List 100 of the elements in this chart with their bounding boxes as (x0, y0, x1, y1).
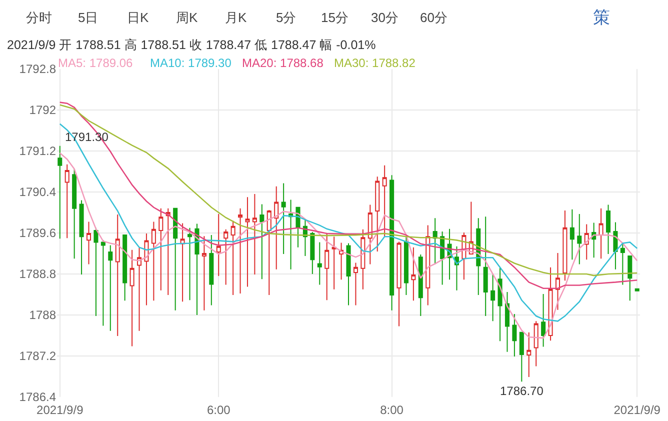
candlestick (158, 208, 164, 291)
candlestick (64, 164, 70, 239)
candlestick (224, 228, 228, 286)
candlestick (72, 168, 77, 260)
chart-subtitle: 2021/9/9 开 1788.51 高 1788.51 收 1788.47 低 1788.47 幅 -0.01% (7, 37, 376, 52)
candlestick (519, 332, 524, 382)
candlestick (360, 228, 366, 290)
x-tick-label: 2021/9/9 (614, 403, 661, 417)
candlestick (562, 210, 568, 282)
text: 15分 (321, 10, 348, 25)
annotation: 1786.70 (500, 384, 544, 398)
candlestick (288, 199, 294, 270)
candlestick (79, 200, 84, 276)
candlestick (166, 208, 170, 296)
candlestick (266, 209, 272, 296)
candlestick (86, 221, 92, 265)
text: 周K (176, 10, 198, 25)
candlestick (498, 266, 502, 342)
y-tick-label: 1792 (29, 103, 56, 118)
candlestick (404, 236, 408, 296)
y-tick-label: 1787.2 (19, 349, 56, 364)
candlestick (58, 145, 62, 240)
candlestick (108, 244, 113, 332)
candlestick (570, 208, 574, 260)
candlestick (375, 176, 380, 252)
candlestick (130, 249, 134, 347)
candlestick (577, 214, 582, 265)
candlestick (418, 254, 423, 317)
line-series (59, 123, 638, 322)
candlestick (526, 332, 532, 378)
candlestick (144, 233, 149, 306)
candlestick (151, 221, 156, 302)
text: MA10: 1789.30 (150, 56, 232, 70)
candlestick (382, 164, 387, 238)
candlestick (620, 242, 625, 286)
candlestick (440, 230, 445, 286)
text: 月K (225, 10, 247, 25)
text: 5日 (78, 10, 98, 25)
text: 策 (593, 8, 610, 27)
candlestick (512, 313, 517, 358)
candlestick (541, 293, 546, 348)
candlestick (281, 182, 286, 255)
candlestick (187, 227, 192, 301)
candlestick (606, 204, 611, 255)
candlestick (332, 236, 336, 290)
candlestick (274, 186, 279, 270)
candlestick (346, 242, 351, 306)
x-tick-label: 2021/9/9 (36, 403, 84, 417)
candlestick (592, 222, 596, 258)
text: 日K (127, 10, 149, 25)
candlestick (173, 207, 178, 311)
text: 5分 (276, 10, 296, 25)
line-series (59, 152, 638, 339)
candlestick (426, 224, 430, 306)
candlestick (534, 320, 538, 367)
candlestick (368, 204, 372, 265)
y-tick-label: 1789.6 (19, 226, 56, 240)
y-tick-label: 1791.2 (19, 144, 56, 158)
candlestick (216, 214, 221, 277)
candlestick (202, 236, 206, 311)
candlestick (504, 291, 510, 352)
candlestick (252, 194, 257, 276)
x-tick-label: 6:00 (206, 403, 231, 417)
candlestick (310, 231, 315, 274)
y-tick-label: 1788.8 (19, 267, 56, 282)
text: 60分 (420, 10, 448, 25)
x-tick-label: 8:00 (380, 403, 404, 417)
candlestick (411, 246, 416, 302)
candlestick (555, 252, 560, 310)
y-tick-label: 1790.4 (19, 185, 56, 200)
text: 30分 (371, 10, 398, 25)
candlestick (396, 241, 402, 327)
candlestick (483, 216, 488, 317)
candlestick (209, 234, 214, 306)
candlestick (180, 222, 185, 302)
y-tick-label: 1786.4 (19, 390, 56, 404)
candlestick (115, 214, 120, 337)
candlestick (613, 222, 618, 270)
candlestick (136, 247, 142, 332)
candlestick (100, 240, 106, 326)
candlestick (628, 256, 632, 302)
text: MA5: 1789.06 (58, 56, 134, 70)
candlestick (245, 196, 250, 288)
candlestick (634, 288, 640, 292)
candlestick (324, 234, 330, 301)
text: MA20: 1788.68 (242, 56, 324, 70)
candlestick (260, 204, 264, 280)
candlestick (548, 266, 553, 342)
text: 分时 (26, 10, 52, 25)
y-tick-label: 1788 (29, 308, 56, 322)
candlestick (353, 262, 358, 306)
candlestick (598, 208, 604, 260)
candlestick (432, 218, 438, 265)
candlestick (94, 227, 98, 317)
y-tick-label: 1792.8 (19, 62, 56, 76)
candlestick (122, 234, 128, 302)
candlestick (584, 224, 589, 260)
candlestick (238, 208, 243, 294)
text: MA30: 1788.82 (334, 56, 416, 70)
candlestick (230, 220, 236, 296)
